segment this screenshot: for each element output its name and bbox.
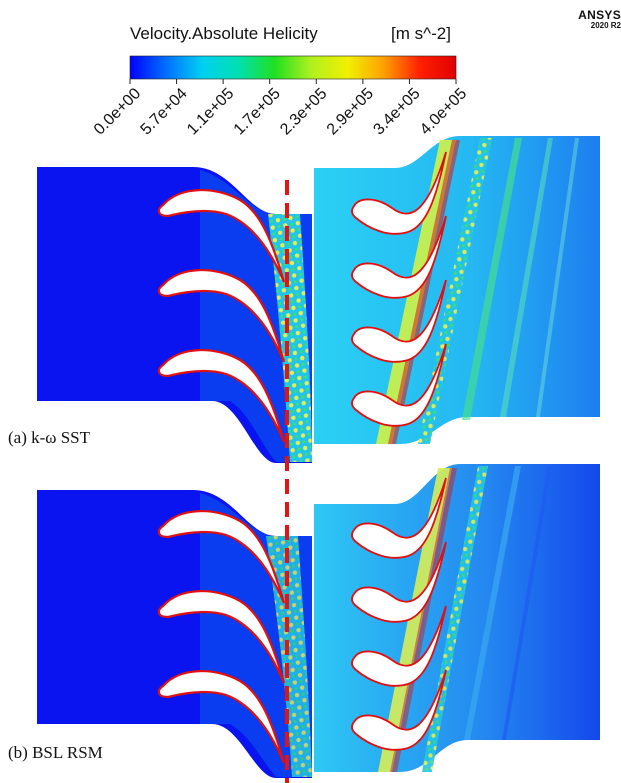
brand-name: ANSYS	[578, 8, 621, 22]
stator-blades	[157, 189, 286, 443]
rotor-blade	[351, 279, 447, 363]
ansys-logo: ANSYS 2020 R2	[578, 8, 621, 30]
stator-blades	[157, 510, 286, 764]
panel-a-label: (a) k-ω SST	[8, 428, 91, 447]
stator-wake-band	[268, 214, 312, 462]
colorbar-tick-label: 1.7e+05	[231, 85, 284, 138]
rotor-blade	[351, 151, 447, 235]
panel-a-contour	[37, 136, 600, 463]
colorbar-tick-label: 1.1e+05	[184, 85, 237, 138]
colorbar-tick-label: 3.4e+05	[370, 85, 423, 138]
colorbar-tick-label: 2.3e+05	[277, 85, 330, 138]
colorbar-tick-label: 0.0e+00	[91, 85, 144, 138]
legend-unit: [m s^-2]	[391, 24, 451, 43]
rotor-blade	[351, 215, 447, 299]
colorbar	[129, 55, 457, 80]
brand-version: 2020 R2	[590, 21, 621, 30]
rotor-blade	[351, 541, 447, 623]
panel-b-label: (b) BSL RSM	[8, 743, 103, 762]
legend-title: Velocity.Absolute Helicity	[130, 24, 318, 43]
rotor-blades	[351, 151, 447, 427]
stator-blade	[157, 670, 286, 764]
stator-blade	[157, 269, 286, 363]
rotor-blade	[351, 605, 447, 687]
rotor-blade	[351, 669, 447, 751]
stator-blade	[157, 510, 286, 604]
rotor-blades	[351, 477, 447, 751]
stator-blade	[157, 189, 286, 283]
panel-b-contour	[37, 464, 600, 778]
rotor-blade	[351, 343, 447, 427]
colorbar-tick-label: 2.9e+05	[324, 85, 377, 138]
colorbar-tick-label: 5.7e+04	[138, 85, 191, 138]
colorbar-ticks: 0.0e+005.7e+041.1e+051.7e+052.3e+052.9e+…	[91, 79, 470, 138]
stator-wake-band	[266, 536, 312, 777]
colorbar-tick-label: 4.0e+05	[417, 85, 470, 138]
stator-blade	[157, 349, 286, 443]
stator-blade	[157, 590, 286, 684]
rotor-blade	[351, 477, 447, 559]
